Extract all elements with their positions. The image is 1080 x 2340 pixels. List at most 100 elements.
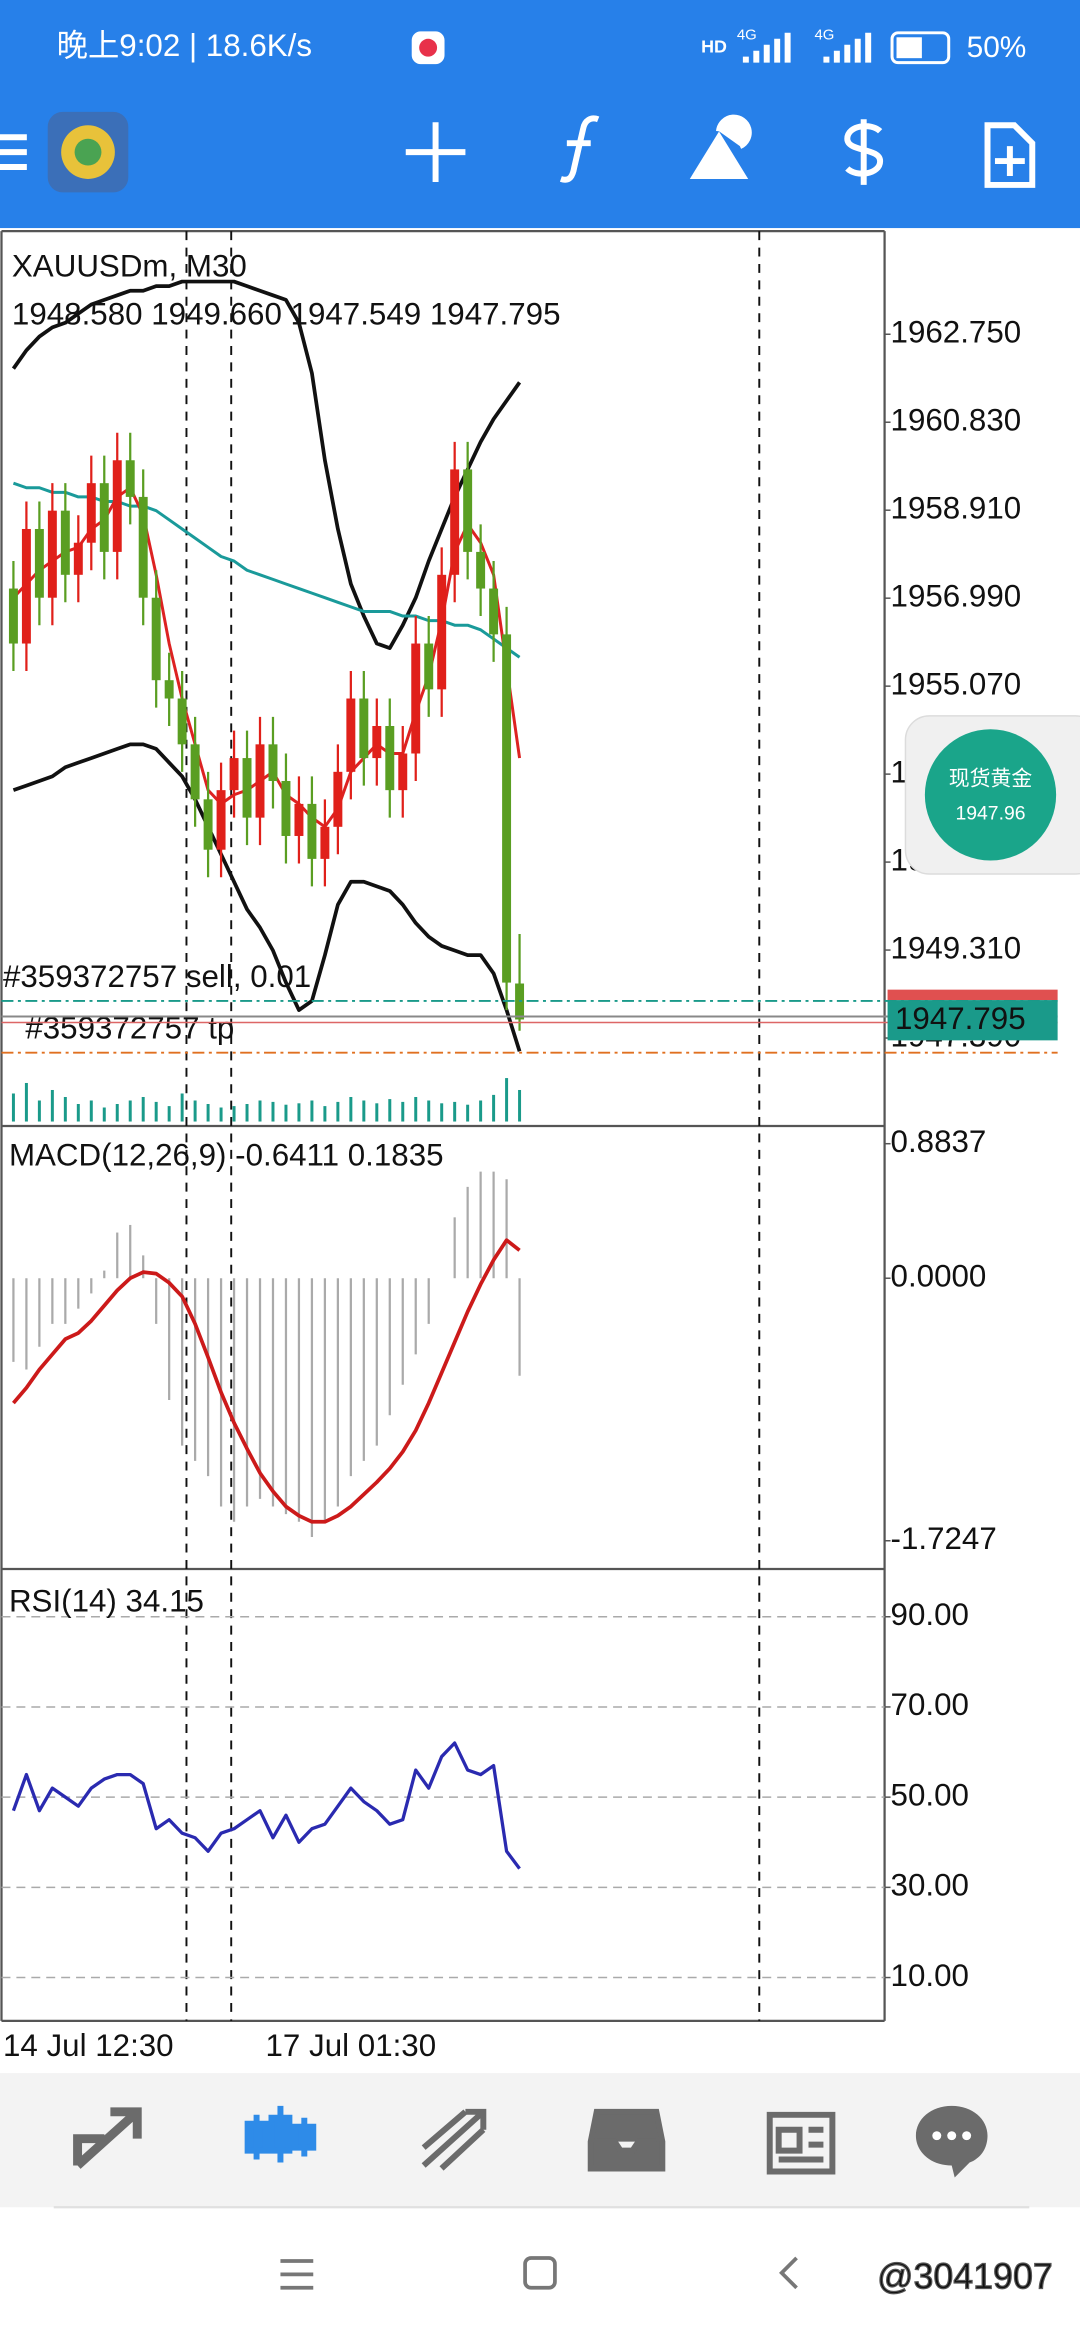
volume-bar <box>167 1106 171 1122</box>
candle-body <box>372 726 382 759</box>
volume-bar <box>414 1096 418 1122</box>
y-tick-label: 0.0000 <box>891 1259 987 1294</box>
system-back[interactable] <box>779 2256 798 2290</box>
indicator-line <box>12 742 522 1052</box>
y-tick-label: 10.00 <box>891 1958 969 1993</box>
watermark: @3041907 <box>877 2256 1053 2296</box>
indicator-line <box>12 481 521 659</box>
rsi-line <box>11 1741 521 1870</box>
net-label: 4G <box>737 28 757 44</box>
candle-body <box>281 780 291 836</box>
candle-body <box>112 460 122 552</box>
panel-border <box>0 230 886 2022</box>
volume-bar <box>76 1104 80 1122</box>
candle-body <box>320 826 330 859</box>
system-menu[interactable] <box>280 2259 314 2290</box>
volume-bar <box>219 1107 223 1122</box>
candle-body <box>268 744 278 781</box>
volume-bar <box>349 1096 353 1122</box>
y-tick-label: 1955.070 <box>891 666 1022 701</box>
candle-body <box>242 758 252 818</box>
nav-dot <box>932 2131 942 2141</box>
nav-dot <box>947 2131 957 2141</box>
candle-body <box>385 726 395 791</box>
volume-bar <box>128 1100 132 1122</box>
candle-body <box>60 510 70 575</box>
candle-body <box>125 460 135 497</box>
battery-icon <box>890 31 951 65</box>
y-tick-label: 90.00 <box>891 1597 969 1632</box>
volume-bar <box>362 1100 366 1122</box>
nav-messages[interactable] <box>915 2105 988 2178</box>
volume-bar <box>323 1106 327 1122</box>
candle-body <box>359 698 369 759</box>
volume-bar <box>232 1106 236 1122</box>
rsi-label: RSI(14) 34.15 <box>9 1584 204 1619</box>
volume-bar <box>50 1089 54 1122</box>
candle-body <box>437 574 447 690</box>
volume-bar <box>336 1101 340 1122</box>
nav-quotes[interactable] <box>73 2107 142 2169</box>
volume-bar <box>297 1103 301 1122</box>
volume-bar <box>518 1089 522 1122</box>
volume-bar <box>11 1093 15 1122</box>
volume-bar <box>466 1104 470 1122</box>
y-tick-label: 1949.310 <box>891 930 1022 965</box>
volume-bar <box>63 1096 67 1122</box>
volume-bar <box>401 1101 405 1122</box>
candle-body <box>398 753 408 791</box>
candle-body <box>450 469 460 575</box>
hd-label: HD <box>701 36 727 56</box>
candle-body <box>190 744 200 800</box>
system-home[interactable] <box>523 2256 557 2290</box>
macd-signal-line <box>12 1238 521 1524</box>
trade-button[interactable] <box>844 119 884 185</box>
y-tick-label: 1960.830 <box>891 403 1022 438</box>
candle-body <box>21 528 31 644</box>
candle-body <box>307 803 317 859</box>
nav-chart[interactable] <box>244 2105 317 2163</box>
y-tick-label: 1962.750 <box>891 315 1022 350</box>
nav-news[interactable] <box>766 2111 836 2175</box>
crosshair-button[interactable] <box>405 122 466 182</box>
macd-label: MACD(12,26,9) -0.6411 0.1835 <box>9 1138 444 1173</box>
quote-price: 1947.96 <box>955 802 1025 824</box>
volume-bar <box>141 1096 145 1122</box>
quote-name: 现货黄金 <box>949 768 1033 791</box>
volume-bar <box>388 1099 392 1122</box>
y-tick-label: 1958.910 <box>891 490 1022 525</box>
quote-bubble[interactable] <box>924 729 1057 861</box>
volume-bar <box>102 1107 106 1122</box>
candle-body <box>47 510 57 598</box>
candle-body <box>294 803 304 836</box>
objects-button[interactable] <box>689 114 752 179</box>
nav-history[interactable] <box>587 2108 666 2172</box>
y-tick-label: -1.7247 <box>891 1521 997 1556</box>
nav-trade[interactable] <box>421 2108 487 2171</box>
candle-body <box>138 496 148 598</box>
volume-bar <box>258 1100 262 1122</box>
indicators-button[interactable] <box>559 115 600 183</box>
volume-bar <box>505 1078 509 1122</box>
chart-area[interactable] <box>0 228 1080 2074</box>
candle-body <box>216 790 226 850</box>
volume-bar <box>154 1101 158 1122</box>
candle-body <box>333 771 343 827</box>
candle-body <box>177 698 187 745</box>
candle-body <box>411 643 421 754</box>
volume-bar <box>180 1093 184 1122</box>
candle-body <box>151 597 161 681</box>
menu-button[interactable] <box>0 134 27 171</box>
candle-body <box>229 758 239 791</box>
new-order-button[interactable] <box>984 122 1036 188</box>
candle-body <box>502 634 512 983</box>
x-axis-label: 17 Jul 01:30 <box>266 2028 437 2063</box>
candle-body <box>34 528 44 598</box>
app-logo-mark <box>74 138 102 166</box>
separator-line <box>185 231 761 2021</box>
volume-bar <box>37 1100 41 1122</box>
y-tick-label: 50.00 <box>891 1777 969 1812</box>
volume-bar <box>440 1103 444 1122</box>
price-marker-label: 1947.795 <box>895 1001 1026 1036</box>
